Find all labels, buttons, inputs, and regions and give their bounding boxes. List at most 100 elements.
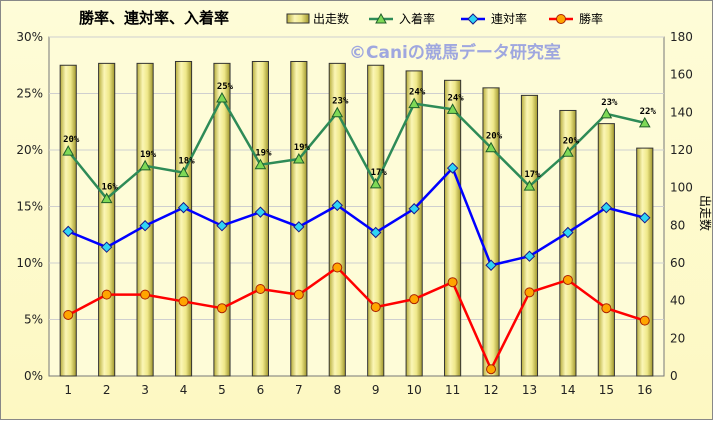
x-tick-label: 1 <box>64 383 72 397</box>
marker-series <box>62 91 651 375</box>
circle-marker <box>486 364 497 375</box>
bar <box>213 62 231 377</box>
bar <box>520 94 539 377</box>
chart-title: 勝率、連対率、入着率 <box>79 9 229 27</box>
circle-marker <box>293 289 304 300</box>
x-tick-label: 7 <box>295 383 303 397</box>
data-label: 17% <box>371 168 388 178</box>
circle-marker <box>370 302 381 313</box>
right-tick-label: 120 <box>670 143 693 157</box>
triangle-marker <box>254 158 267 170</box>
right-tick-label: 80 <box>670 218 685 232</box>
legend-label: 入着率 <box>399 11 435 26</box>
diamond-marker <box>523 250 536 262</box>
x-tick-label: 14 <box>560 383 575 397</box>
data-label: 16% <box>102 183 119 193</box>
legend-label: 勝率 <box>579 11 603 26</box>
legend-label: 出走数 <box>313 11 349 26</box>
x-tick-label: 15 <box>599 383 614 397</box>
circle-marker <box>332 262 343 273</box>
right-tick-label: 0 <box>670 369 678 383</box>
axes: 0% 5% 10% 15% 20% 25% 30% 0 20 40 60 80 100 120 140 160… <box>16 30 693 397</box>
x-tick-label: 9 <box>372 383 380 397</box>
right-axis-label: 出走数 <box>698 195 713 231</box>
left-tick-label: 5% <box>24 313 43 327</box>
data-label: 19% <box>294 143 311 153</box>
bar <box>444 79 462 377</box>
series-line <box>67 95 646 201</box>
circle-marker <box>101 289 112 300</box>
bar <box>59 64 77 377</box>
triangle-marker <box>446 103 459 114</box>
triangle-marker <box>369 177 382 189</box>
data-label: 23% <box>332 97 349 107</box>
triangle-marker <box>216 91 228 103</box>
circle-marker <box>447 277 458 288</box>
data-label: 23% <box>601 98 618 108</box>
x-tick-label: 3 <box>141 383 149 397</box>
diamond-marker <box>408 203 420 215</box>
data-label: 19% <box>140 150 157 160</box>
bar <box>98 62 116 377</box>
legend-swatch-bar <box>286 13 310 24</box>
data-labels: 20% 16% 19% 18% 25% 19% 19% 23% 17% 24% 24% 20% 17% 2… <box>63 82 656 193</box>
bar <box>367 64 385 377</box>
data-label: 22% <box>640 107 657 117</box>
bar <box>290 60 308 377</box>
watermark: ©Caniの競馬データ研究室 <box>349 42 561 63</box>
x-tick-label: 4 <box>180 383 188 397</box>
diamond-marker <box>600 201 613 214</box>
left-tick-label: 25% <box>16 87 43 101</box>
triangle-marker <box>62 145 75 156</box>
data-label: 19% <box>255 149 272 159</box>
diamond-marker <box>254 206 267 218</box>
data-label: 18% <box>178 157 195 167</box>
legend: 出走数 入着率 連対率 勝率 <box>286 11 603 26</box>
circle-marker <box>601 303 612 314</box>
diamond-marker <box>639 212 651 224</box>
triangle-marker <box>600 107 613 119</box>
legend-circle-marker <box>556 14 566 24</box>
left-tick-label: 20% <box>16 143 43 157</box>
data-label: 17% <box>524 170 541 180</box>
triangle-marker <box>523 180 536 191</box>
triangle-marker <box>485 141 497 153</box>
data-label: 20% <box>563 136 580 146</box>
bar <box>136 62 154 377</box>
circle-marker <box>63 309 74 320</box>
diamond-marker <box>485 259 497 271</box>
data-label: 24% <box>409 88 426 98</box>
triangle-marker <box>292 153 305 164</box>
left-tick-label: 30% <box>16 30 43 44</box>
left-tick-label: 15% <box>16 200 43 214</box>
series-line <box>67 265 646 373</box>
diamond-marker <box>562 226 574 239</box>
diamond-marker <box>62 225 74 238</box>
x-tick-label: 8 <box>333 383 341 397</box>
circle-marker <box>140 289 151 300</box>
x-tick-label: 6 <box>257 383 265 397</box>
left-tick-label: 0% <box>24 369 43 383</box>
triangle-marker <box>408 97 421 109</box>
right-tick-label: 100 <box>670 181 693 195</box>
right-tick-label: 140 <box>670 105 693 119</box>
circle-marker <box>639 315 650 326</box>
diamond-marker <box>293 221 305 233</box>
line-series <box>67 95 646 373</box>
circle-marker <box>409 294 420 305</box>
diamond-marker <box>216 220 228 232</box>
bar <box>636 147 654 377</box>
right-tick-label: 20 <box>670 331 685 345</box>
x-tick-label: 12 <box>483 383 498 397</box>
triangle-marker <box>100 192 113 204</box>
diamond-marker <box>177 201 190 214</box>
triangle-marker <box>177 166 190 178</box>
diamond-marker <box>100 241 113 253</box>
circle-marker <box>178 296 189 307</box>
diamond-marker <box>370 226 382 239</box>
data-label: 24% <box>447 93 464 103</box>
circle-marker <box>216 303 227 314</box>
bar <box>174 60 193 377</box>
x-tick-label: 16 <box>637 383 652 397</box>
